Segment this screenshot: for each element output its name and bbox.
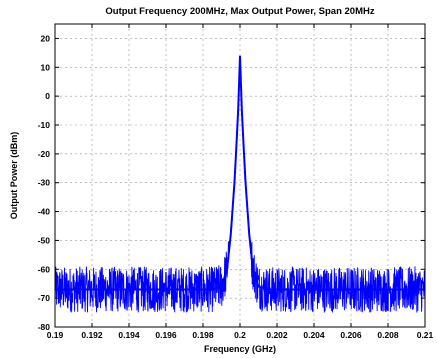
x-tick-label: 0.192 <box>81 330 103 340</box>
y-tick-label: -20 <box>38 149 51 159</box>
x-tick-label: 0.194 <box>118 330 140 340</box>
y-tick-label: 10 <box>41 62 51 72</box>
x-tick-label: 0.208 <box>377 330 399 340</box>
x-tick-label: 0.198 <box>192 330 214 340</box>
y-tick-label: -10 <box>38 120 51 130</box>
x-tick-label: 0.204 <box>303 330 325 340</box>
x-tick-label: 0.19 <box>47 330 64 340</box>
series-layer <box>54 55 426 313</box>
x-tick-label: 0.196 <box>155 330 177 340</box>
y-tick-label: -60 <box>38 264 51 274</box>
y-tick-label: -30 <box>38 178 51 188</box>
chart-title: Output Frequency 200MHz, Max Output Powe… <box>105 6 374 17</box>
x-axis-ticks: 0.19 0.192 0.194 0.196 0.198 0.2 0.202 0.204 0.2… <box>47 24 434 340</box>
y-axis-ticks: 20 10 0 -10 -20 -30 -40 -50 -60 -70 -80 <box>38 33 425 332</box>
x-tick-label: 0.206 <box>340 330 362 340</box>
x-tick-label: 0.21 <box>417 330 434 340</box>
x-axis-label: Frequency (GHz) <box>204 344 276 354</box>
y-tick-label: -40 <box>38 207 51 217</box>
y-tick-label: 20 <box>41 33 51 43</box>
y-tick-label: 0 <box>45 91 50 101</box>
y-tick-label: -50 <box>38 235 51 245</box>
spectrum-envelope-line <box>55 55 425 291</box>
y-tick-label: -70 <box>38 293 51 303</box>
y-axis-label: Output Power (dBm) <box>9 132 19 220</box>
x-tick-label: 0.202 <box>266 330 288 340</box>
y-tick-label: -80 <box>38 322 51 332</box>
x-tick-label: 0.2 <box>234 330 246 340</box>
